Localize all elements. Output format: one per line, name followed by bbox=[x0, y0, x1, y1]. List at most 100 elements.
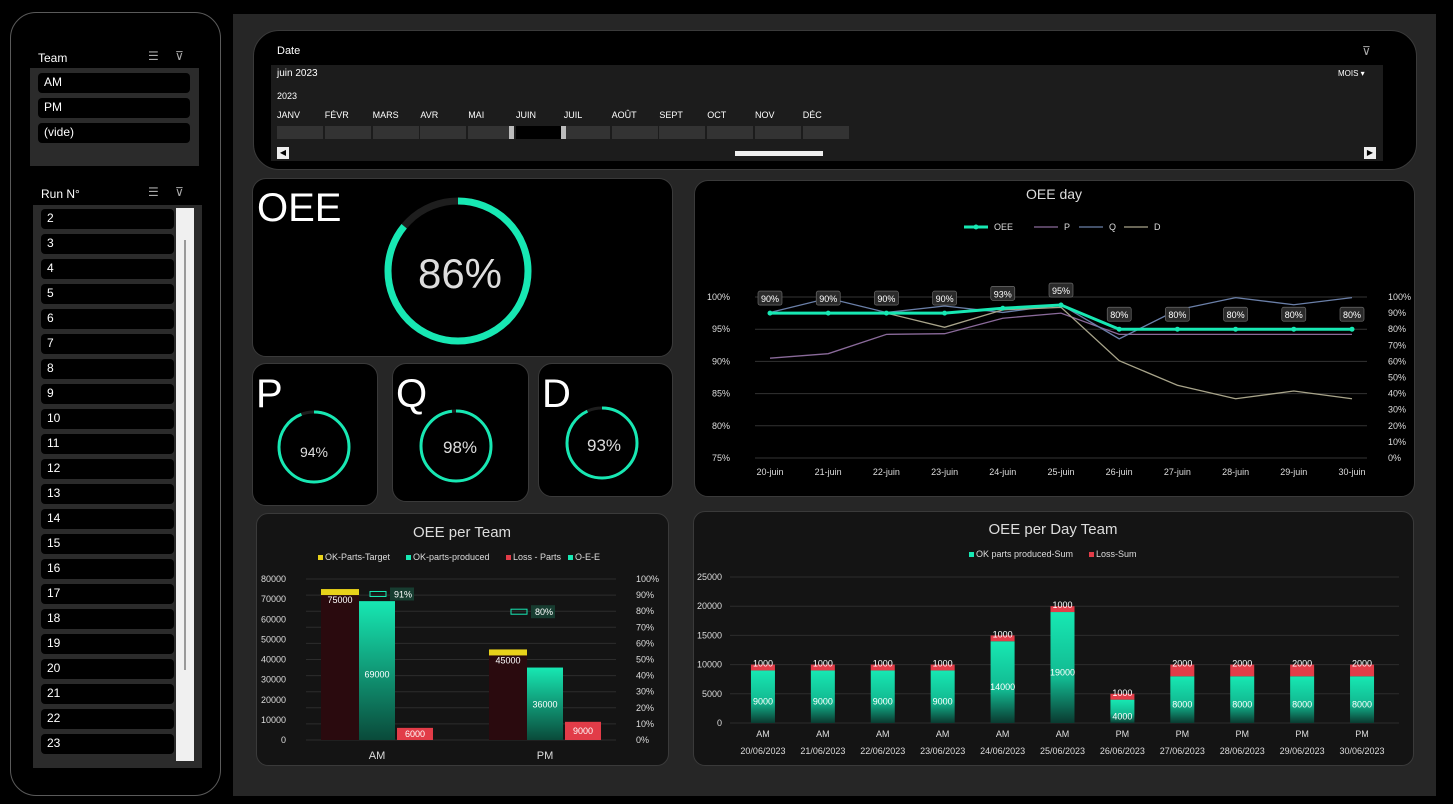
right-axis-tick: 60% bbox=[1388, 356, 1406, 366]
oee-point bbox=[767, 310, 773, 316]
clear-filter-icon[interactable]: ⊽ bbox=[175, 49, 184, 63]
bar-data-label: 2000 bbox=[1232, 659, 1252, 669]
data-label: 80% bbox=[1281, 306, 1307, 322]
clear-filter-icon[interactable]: ⊽ bbox=[175, 185, 184, 199]
left-axis-tick: 20000 bbox=[261, 695, 286, 705]
run-slicer-item[interactable]: 20 bbox=[41, 659, 174, 679]
run-slicer-item[interactable]: 23 bbox=[41, 734, 174, 754]
bar-ok-parts-target bbox=[321, 589, 359, 740]
legend-label: Loss - Parts bbox=[513, 552, 562, 562]
run-slicer-item[interactable]: 11 bbox=[41, 434, 174, 454]
run-slicer-item[interactable]: 12 bbox=[41, 459, 174, 479]
right-axis-tick: 100% bbox=[1388, 292, 1411, 302]
legend-item: D bbox=[1124, 222, 1161, 232]
p-ring: 94% bbox=[277, 410, 351, 484]
timeline-month-bar[interactable] bbox=[659, 126, 706, 139]
data-label: 80% bbox=[1339, 306, 1365, 322]
run-slicer-item[interactable]: 22 bbox=[41, 709, 174, 729]
bar-loss bbox=[1050, 606, 1075, 613]
d-kpi-card bbox=[538, 363, 673, 497]
bar-data-label: 9000 bbox=[573, 726, 593, 736]
svg-text:95%: 95% bbox=[1052, 286, 1070, 296]
run-slicer-item[interactable]: 4 bbox=[41, 259, 174, 279]
bar-ok-parts bbox=[1230, 676, 1255, 723]
x-axis-team-tick: AM bbox=[996, 729, 1010, 739]
timeline-month-bar[interactable] bbox=[277, 126, 323, 139]
oee-point bbox=[942, 310, 948, 316]
left-axis-tick: 5000 bbox=[702, 689, 722, 699]
timeline-month-label: SEPT bbox=[659, 110, 683, 120]
timeline-month-bar[interactable] bbox=[563, 126, 610, 139]
x-axis-tick: 25-juin bbox=[1047, 467, 1074, 477]
team-slicer-item[interactable]: AM bbox=[38, 73, 190, 93]
timeline-handle-right[interactable] bbox=[561, 126, 566, 139]
run-slicer-item[interactable]: 5 bbox=[41, 284, 174, 304]
run-slicer-item[interactable]: 13 bbox=[41, 484, 174, 504]
bar-data-label: 2000 bbox=[1292, 659, 1312, 669]
run-slicer-item[interactable]: 6 bbox=[41, 309, 174, 329]
bar-loss bbox=[870, 664, 895, 671]
x-axis-team-tick: AM bbox=[876, 729, 890, 739]
timeline-month-label: NOV bbox=[755, 110, 775, 120]
run-slicer-item[interactable]: 3 bbox=[41, 234, 174, 254]
team-slicer-item[interactable]: PM bbox=[38, 98, 190, 118]
run-slicer-item[interactable]: 2 bbox=[41, 209, 174, 229]
run-slicer-item[interactable]: 14 bbox=[41, 509, 174, 529]
team-slicer-item[interactable]: (vide) bbox=[38, 123, 190, 143]
timeline-month-label: DÉC bbox=[802, 110, 822, 120]
left-axis-tick: 20000 bbox=[697, 601, 722, 611]
timeline-month-bar[interactable] bbox=[372, 126, 419, 139]
clear-filter-icon[interactable]: ⊽ bbox=[1362, 44, 1371, 58]
oee-kpi-value: 86% bbox=[418, 250, 502, 297]
run-slicer-item[interactable]: 19 bbox=[41, 634, 174, 654]
timeline-month-bar[interactable] bbox=[611, 126, 658, 139]
run-slicer-item[interactable]: 7 bbox=[41, 334, 174, 354]
bar-loss bbox=[810, 664, 835, 671]
run-slicer-scrollbar[interactable] bbox=[176, 208, 194, 761]
timeline-month-bar[interactable] bbox=[516, 126, 562, 139]
bar-ok-parts bbox=[750, 670, 775, 723]
left-axis-tick: 100% bbox=[707, 292, 730, 302]
scroll-right-icon[interactable]: ▶ bbox=[1364, 147, 1376, 159]
bar-loss bbox=[750, 664, 775, 671]
timeline-month-bar[interactable] bbox=[420, 126, 467, 139]
run-slicer-item[interactable]: 16 bbox=[41, 559, 174, 579]
timeline-month-bar[interactable] bbox=[324, 126, 371, 139]
x-axis-team-tick: PM bbox=[1116, 729, 1130, 739]
run-slicer-item[interactable]: 15 bbox=[41, 534, 174, 554]
multi-select-icon[interactable]: ☰ bbox=[148, 185, 159, 199]
run-slicer-item[interactable]: 9 bbox=[41, 384, 174, 404]
timeline-scrollbar[interactable] bbox=[735, 151, 823, 156]
bar-ok-parts bbox=[1290, 676, 1315, 723]
multi-select-icon[interactable]: ☰ bbox=[148, 49, 159, 63]
x-axis-tick: PM bbox=[537, 750, 554, 762]
legend-label: OK parts produced-Sum bbox=[976, 549, 1073, 559]
bar-ok-parts bbox=[990, 641, 1015, 723]
left-axis-tick: 10000 bbox=[261, 715, 286, 725]
scrollbar-thumb[interactable] bbox=[184, 240, 186, 670]
x-axis-date-tick: 26/06/2023 bbox=[1100, 746, 1145, 756]
timeline-month-bar[interactable] bbox=[707, 126, 754, 139]
timeline-handle-left[interactable] bbox=[509, 126, 514, 139]
timeline-level-dropdown[interactable]: MOIS ▾ bbox=[1338, 69, 1365, 78]
bar-ok-parts bbox=[930, 670, 955, 723]
q-kpi-card bbox=[392, 363, 529, 502]
bar-data-label: 1000 bbox=[1112, 688, 1132, 698]
bar-ok-parts bbox=[810, 670, 835, 723]
run-slicer-item[interactable]: 8 bbox=[41, 359, 174, 379]
timeline-month-bar[interactable] bbox=[468, 126, 515, 139]
bar-data-label: 1000 bbox=[993, 629, 1013, 639]
right-axis-tick: 10% bbox=[1388, 437, 1406, 447]
run-slicer-item[interactable]: 10 bbox=[41, 409, 174, 429]
timeline-month-bar[interactable] bbox=[802, 126, 849, 139]
right-axis-tick: 80% bbox=[1388, 324, 1406, 334]
timeline-month-bar[interactable] bbox=[755, 126, 801, 139]
bar-data-label: 1000 bbox=[753, 659, 773, 669]
x-axis-tick: AM bbox=[369, 750, 386, 762]
legend-label: P bbox=[1064, 222, 1070, 232]
run-slicer-item[interactable]: 18 bbox=[41, 609, 174, 629]
scroll-left-icon[interactable]: ◀ bbox=[277, 147, 289, 159]
oee-data-label: 91% bbox=[394, 589, 412, 599]
run-slicer-item[interactable]: 17 bbox=[41, 584, 174, 604]
run-slicer-item[interactable]: 21 bbox=[41, 684, 174, 704]
